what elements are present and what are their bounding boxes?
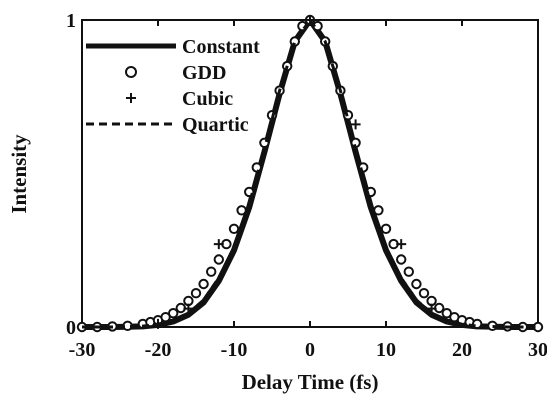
x-tick-label: -20	[145, 339, 172, 361]
legend-label-cubic: Cubic	[182, 88, 233, 110]
x-tick-label: 10	[376, 339, 396, 361]
legend-entry-constant: Constant	[86, 36, 260, 58]
data-point-gdd	[380, 223, 392, 235]
series-constant	[82, 17, 538, 330]
data-point-gdd	[206, 266, 217, 277]
plot-frame	[81, 19, 539, 328]
data-point-cubic	[350, 119, 361, 130]
series-line-quartic	[82, 17, 538, 329]
data-point-gdd	[213, 254, 225, 265]
legend-entry-cubic: Cubic	[126, 88, 233, 110]
x-axis-title: Delay Time (fs)	[242, 370, 379, 394]
legend-label-constant: Constant	[182, 36, 260, 58]
axis-ticks: -30 -20 -10 0 10 20 30 0 1	[66, 10, 547, 361]
data-point-cubic	[305, 15, 315, 25]
data-point-gdd	[411, 278, 422, 290]
data-point-gdd	[168, 308, 179, 319]
x-tick-label: 20	[452, 339, 472, 361]
series-layer	[76, 14, 544, 333]
x-tick-label: -30	[69, 339, 96, 361]
series-gdd	[76, 14, 544, 333]
x-tick-label: -10	[221, 339, 248, 361]
data-point-gdd	[441, 308, 452, 319]
series-line-constant	[82, 17, 538, 330]
legend-label-gdd: GDD	[182, 62, 226, 84]
data-point-gdd	[403, 266, 414, 277]
x-tick-label: 0	[305, 339, 315, 361]
y-tick-label: 0	[66, 317, 76, 339]
data-point-gdd	[190, 288, 202, 299]
data-point-gdd	[236, 205, 247, 216]
data-point-gdd	[228, 223, 240, 235]
series-quartic	[82, 17, 538, 329]
y-axis-title: Intensity	[7, 134, 31, 214]
legend-entry-gdd: GDD	[125, 62, 226, 84]
legend: Constant GDD Cubic Quartic	[86, 36, 260, 136]
data-point-gdd	[198, 278, 209, 290]
y-tick-label: 1	[66, 10, 76, 32]
data-point-cubic	[396, 239, 407, 250]
data-point-gdd	[396, 254, 407, 265]
data-point-cubic	[213, 239, 224, 250]
data-point-gdd	[373, 205, 384, 216]
legend-swatch-cubic	[126, 93, 136, 103]
x-tick-label: 30	[528, 339, 547, 361]
legend-swatch-gdd	[125, 66, 137, 78]
legend-entry-quartic: Quartic	[86, 114, 249, 136]
data-point-gdd	[418, 288, 430, 299]
legend-label-quartic: Quartic	[182, 114, 249, 136]
